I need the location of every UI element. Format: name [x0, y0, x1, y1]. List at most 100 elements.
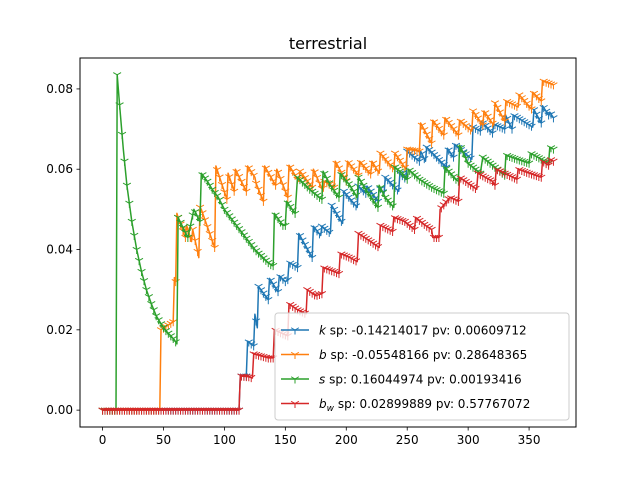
- legend-marker: [290, 400, 300, 408]
- series-marker-b: [359, 162, 368, 170]
- series-marker-b: [264, 169, 273, 177]
- legend-stats: sp: -0.14214017 pv: 0.00609712: [326, 324, 527, 338]
- series-marker-s: [317, 196, 327, 204]
- series-marker-k: [295, 232, 305, 241]
- series-marker-b: [193, 248, 202, 257]
- series-marker-s: [117, 131, 127, 139]
- y-tick-label: 0.04: [46, 243, 73, 257]
- series-marker-k: [420, 155, 429, 164]
- series-marker-k: [300, 241, 309, 249]
- legend-symbol: b: [319, 348, 327, 362]
- series-marker-k: [449, 154, 458, 162]
- x-tick-label: 250: [396, 433, 419, 447]
- series-marker-s: [269, 262, 278, 271]
- series-marker-s: [122, 182, 132, 190]
- series-marker-b: [215, 174, 224, 182]
- series-marker-k: [342, 191, 351, 199]
- series-marker-bw: [317, 291, 327, 299]
- series-marker-s: [281, 222, 290, 230]
- series-marker-s: [130, 232, 139, 240]
- series-marker-b: [281, 188, 290, 196]
- series-marker-s: [149, 307, 158, 315]
- series-marker-k: [293, 264, 302, 273]
- series-marker-s: [139, 277, 149, 286]
- series-marker-b: [203, 224, 212, 232]
- legend-marker: [290, 376, 300, 384]
- x-tick-label: 100: [213, 433, 236, 447]
- series-marker-b: [269, 178, 278, 186]
- series-marker-s: [400, 173, 409, 181]
- series-s: [98, 72, 558, 415]
- series-marker-k: [249, 343, 258, 351]
- series-marker-b: [378, 153, 387, 161]
- series-marker-b: [334, 165, 344, 173]
- series-marker-k: [532, 111, 541, 119]
- series-marker-b: [205, 230, 214, 239]
- series-marker-bw: [432, 234, 441, 242]
- series-marker-b: [488, 120, 497, 128]
- series-marker-b: [422, 131, 431, 139]
- series-marker-b: [498, 113, 507, 122]
- series-marker-b: [212, 167, 222, 175]
- series-marker-b: [517, 95, 526, 103]
- series-line-s: [102, 74, 554, 411]
- series-marker-b: [364, 168, 373, 176]
- series-marker-b: [283, 194, 292, 202]
- legend-symbol: b: [319, 397, 327, 411]
- series-marker-b: [278, 182, 288, 190]
- series-marker-b: [383, 159, 392, 167]
- series-marker-s: [403, 176, 412, 184]
- series-marker-b: [266, 174, 275, 182]
- series-marker-b: [271, 182, 280, 190]
- series-marker-bw: [266, 355, 275, 363]
- y-tick-label: 0.00: [46, 403, 73, 417]
- series-marker-s: [186, 223, 195, 231]
- series-marker-b: [273, 169, 283, 177]
- series-marker-k: [507, 126, 517, 134]
- legend-item-bw: bw sp: 0.02899889 pv: 0.57767072: [281, 397, 530, 414]
- series-marker-k: [488, 130, 497, 138]
- series-marker-s: [278, 222, 288, 230]
- series-marker-b: [200, 217, 210, 225]
- series-marker-bw: [427, 226, 436, 234]
- series-marker-k: [344, 194, 353, 202]
- series-marker-k: [251, 318, 261, 326]
- series-marker-b: [522, 100, 531, 108]
- series-marker-s: [120, 158, 129, 166]
- series-marker-b: [415, 148, 424, 156]
- legend-label: s sp: 0.16044974 pv: 0.00193416: [319, 373, 522, 387]
- series-marker-k: [273, 289, 283, 297]
- series-marker-b: [254, 186, 263, 194]
- y-tick-label: 0.08: [46, 82, 73, 96]
- series-marker-b: [208, 237, 217, 246]
- series-marker-b: [227, 181, 236, 189]
- series-marker-b: [220, 189, 229, 197]
- series-marker-b: [425, 135, 434, 144]
- series-marker-b: [381, 156, 390, 164]
- series-marker-bw: [351, 258, 361, 266]
- series-marker-bw: [537, 174, 546, 182]
- y-tick-label: 0.02: [46, 323, 73, 337]
- legend-stats: sp: 0.16044974 pv: 0.00193416: [325, 373, 521, 387]
- series-marker-bw: [410, 226, 419, 234]
- plot-frame: [79, 57, 577, 428]
- legend-item-s: s sp: 0.16044974 pv: 0.00193416: [281, 373, 522, 387]
- series-marker-k: [298, 237, 307, 245]
- x-tick-label: 0: [99, 433, 107, 447]
- series-marker-b: [222, 196, 231, 204]
- series-marker-s: [549, 146, 558, 154]
- series-marker-bw: [490, 182, 500, 190]
- legend-symbol: k: [319, 324, 327, 338]
- series-marker-s: [290, 210, 300, 218]
- series-marker-b: [420, 127, 429, 135]
- series-marker-b: [495, 109, 504, 117]
- legend-label: b sp: -0.05548166 pv: 0.28648365: [319, 348, 527, 362]
- series-marker-bw: [512, 176, 522, 184]
- series-marker-b: [490, 100, 500, 108]
- series-bw: [98, 157, 558, 415]
- series-marker-b: [332, 160, 341, 168]
- series-marker-s: [439, 190, 448, 198]
- series-marker-b: [515, 92, 524, 100]
- series-marker-bw: [549, 158, 558, 166]
- series-marker-s: [383, 197, 392, 205]
